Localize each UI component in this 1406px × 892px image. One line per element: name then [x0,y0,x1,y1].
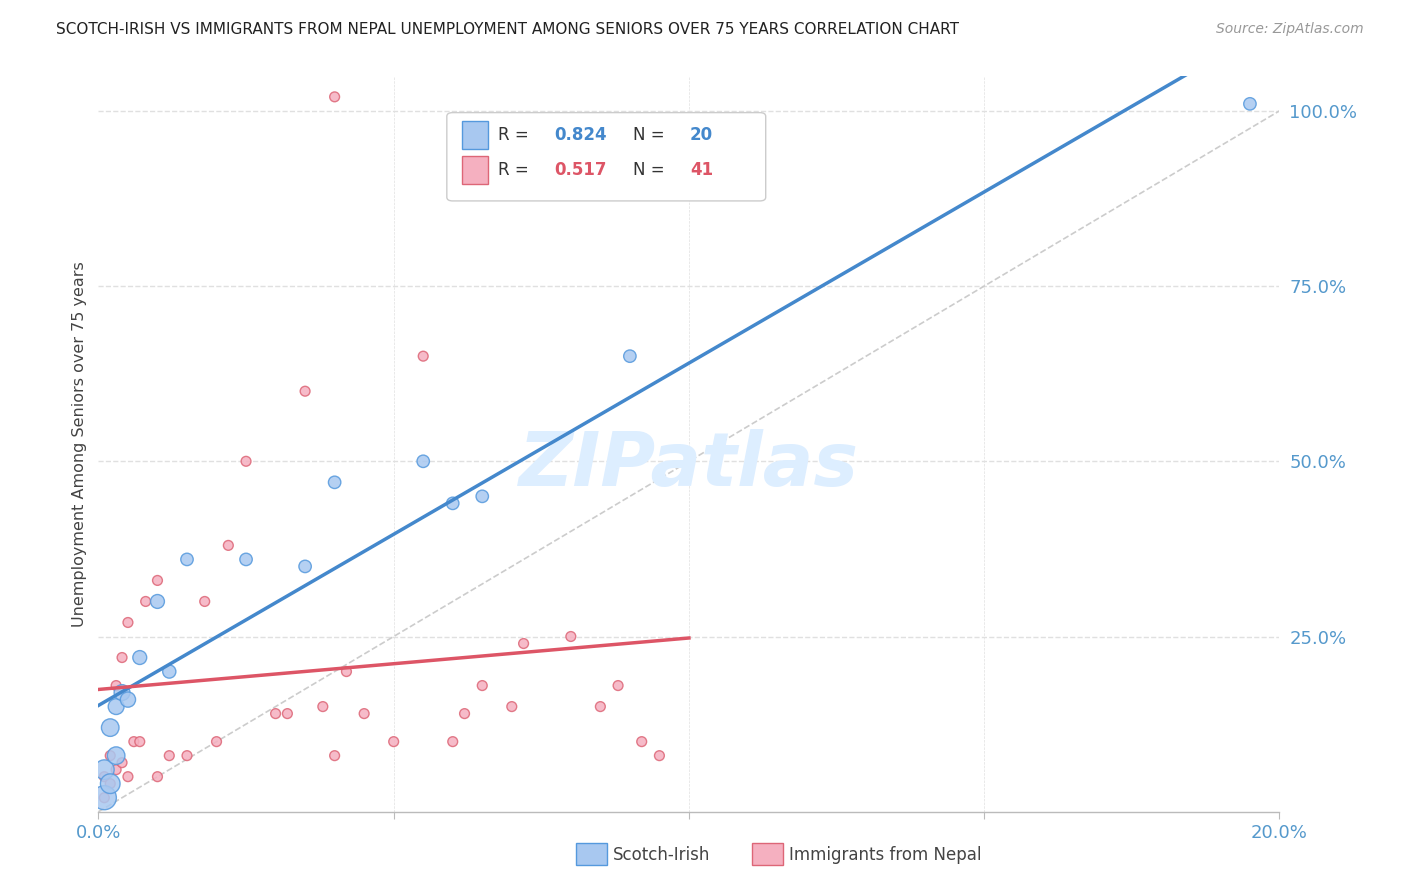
Point [453,706,475,721]
Point [323,475,346,490]
Point [194,594,217,608]
Point [176,748,198,763]
Point [276,706,298,721]
Point [93,770,115,784]
Point [294,559,316,574]
Point [98,748,121,763]
Point [111,756,134,770]
Text: 20: 20 [690,126,713,144]
Point [294,384,316,399]
FancyBboxPatch shape [463,156,488,184]
Point [323,748,346,763]
Point [146,770,169,784]
Text: Scotch-Irish: Scotch-Irish [613,846,710,863]
Point [111,650,134,665]
Point [93,790,115,805]
Point [619,349,641,363]
Point [648,748,671,763]
Point [105,679,128,693]
Point [98,777,121,791]
FancyBboxPatch shape [447,112,766,201]
Point [128,734,150,748]
Point [146,594,169,608]
Text: SCOTCH-IRISH VS IMMIGRANTS FROM NEPAL UNEMPLOYMENT AMONG SENIORS OVER 75 YEARS C: SCOTCH-IRISH VS IMMIGRANTS FROM NEPAL UN… [56,22,959,37]
Point [235,454,257,468]
Point [382,734,405,748]
Point [122,734,145,748]
Point [157,665,180,679]
Point [512,636,534,650]
Point [353,706,375,721]
Point [323,90,346,104]
Text: N =: N = [634,161,671,179]
Point [205,734,228,748]
Point [1239,96,1261,111]
Y-axis label: Unemployment Among Seniors over 75 years: Unemployment Among Seniors over 75 years [72,260,87,627]
Point [135,594,157,608]
Text: 0.824: 0.824 [554,126,607,144]
Point [412,349,434,363]
Point [98,721,121,735]
Point [217,538,239,552]
Text: R =: R = [498,161,534,179]
Point [264,706,287,721]
Point [128,650,150,665]
Point [441,734,464,748]
Point [117,615,139,630]
Point [471,489,494,503]
Point [93,790,115,805]
Point [105,748,128,763]
Point [312,699,335,714]
Point [235,552,257,566]
Point [117,770,139,784]
Text: ZIPatlas: ZIPatlas [519,429,859,502]
Point [105,763,128,777]
FancyBboxPatch shape [463,120,488,149]
Point [589,699,612,714]
Text: 0.517: 0.517 [554,161,607,179]
Point [157,748,180,763]
Point [560,630,582,644]
Point [111,685,134,699]
Point [176,552,198,566]
Text: 41: 41 [690,161,713,179]
Point [441,496,464,510]
Point [335,665,357,679]
Text: Source: ZipAtlas.com: Source: ZipAtlas.com [1216,22,1364,37]
Point [501,699,523,714]
Point [146,574,169,588]
Point [412,454,434,468]
Point [105,699,128,714]
Point [93,763,115,777]
Point [98,777,121,791]
Text: R =: R = [498,126,534,144]
Point [607,679,630,693]
Text: N =: N = [634,126,671,144]
Text: Immigrants from Nepal: Immigrants from Nepal [789,846,981,863]
Point [471,679,494,693]
Point [630,734,652,748]
Point [117,692,139,706]
